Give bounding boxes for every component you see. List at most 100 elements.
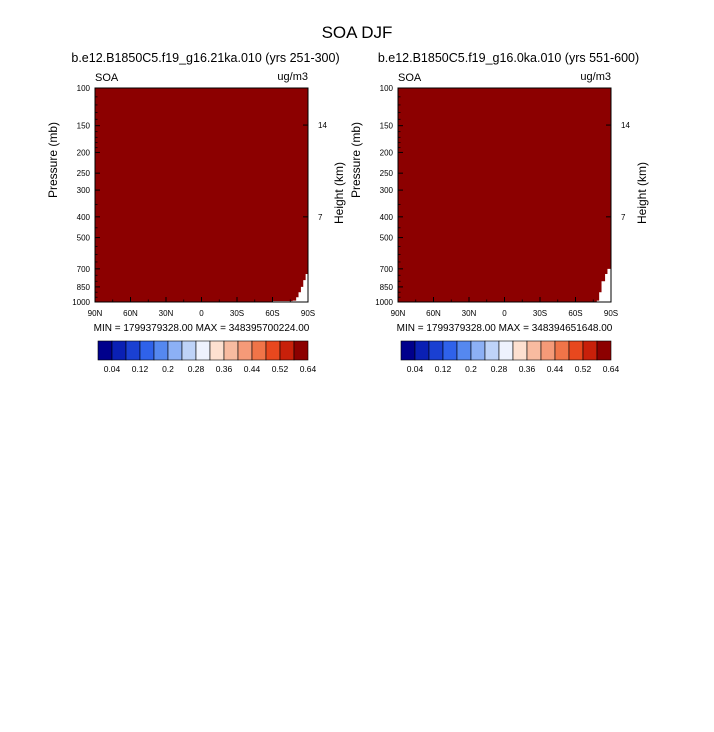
y-tick-label: 250 (380, 169, 394, 178)
colorbar-swatch (400, 340, 416, 361)
colorbar-swatch (167, 340, 183, 361)
chart-panel-2: b.e12.B1850C5.f19_g16.0ka.010 (yrs 551-6… (349, 51, 649, 374)
colorbar-label: 0.04 (407, 364, 424, 374)
y-tick-label: 700 (77, 265, 91, 274)
panels: b.e12.B1850C5.f19_g16.21ka.010 (yrs 251-… (46, 51, 649, 374)
x-tick-label: 60N (426, 309, 441, 318)
x-tick-label: 90S (604, 309, 618, 318)
colorbar-swatch (428, 340, 444, 361)
height-tick-label: 7 (621, 213, 626, 222)
x-tick-label: 60S (265, 309, 279, 318)
height-tick-label: 14 (621, 121, 630, 130)
height-tick-label: 14 (318, 121, 327, 130)
colorbar-label: 0.64 (603, 364, 620, 374)
colorbar-label: 0.52 (575, 364, 592, 374)
colorbar-swatch (181, 340, 197, 361)
y-tick-label: 200 (380, 148, 394, 157)
colorbar-swatch (111, 340, 127, 361)
units-label: ug/m3 (277, 71, 308, 83)
colorbar-swatch (512, 340, 528, 361)
y-tick-label: 500 (380, 234, 394, 243)
x-tick-label: 0 (199, 309, 204, 318)
x-tick-label: 90S (301, 309, 315, 318)
colorbar-swatch (223, 340, 239, 361)
masked-region (272, 268, 308, 302)
colorbar-swatch (414, 340, 430, 361)
y-tick-label: 100 (77, 84, 91, 93)
colorbar-label: 0.28 (188, 364, 205, 374)
colorbar-label: 0.04 (104, 364, 121, 374)
colorbar-label: 0.12 (132, 364, 149, 374)
y-tick-label: 400 (77, 213, 91, 222)
y-tick-label: 250 (77, 169, 91, 178)
colorbar-label: 0.44 (547, 364, 564, 374)
x-tick-label: 30S (230, 309, 244, 318)
colorbar-swatch (97, 340, 113, 361)
colorbar-swatch (265, 340, 281, 361)
x-tick-label: 30N (159, 309, 174, 318)
colorbar-swatch (540, 340, 556, 361)
colorbar-label: 0.36 (216, 364, 233, 374)
colorbar-swatch (596, 340, 612, 361)
colorbar-swatch (582, 340, 598, 361)
y-tick-label: 300 (380, 186, 394, 195)
y-tick-label: 1000 (72, 298, 90, 307)
x-tick-label: 0 (502, 309, 507, 318)
colorbar-swatch (293, 340, 309, 361)
colorbar-label: 0.12 (435, 364, 452, 374)
colorbar-swatch (456, 340, 472, 361)
y-tick-label: 150 (77, 122, 91, 131)
y-axis-label: Pressure (mb) (349, 122, 363, 198)
x-tick-label: 60S (568, 309, 582, 318)
chart-panel-1: b.e12.B1850C5.f19_g16.21ka.010 (yrs 251-… (46, 51, 346, 374)
variable-label: SOA (398, 72, 422, 84)
colorbar-swatch (209, 340, 225, 361)
y-tick-label: 400 (380, 213, 394, 222)
chart-title: b.e12.B1850C5.f19_g16.0ka.010 (yrs 551-6… (378, 51, 639, 65)
colorbar: 0.04 0.12 0.2 0.28 0.36 0.44 0.52 0.64 (400, 340, 620, 374)
colorbar-swatch (526, 340, 542, 361)
x-tick-label: 30S (533, 309, 547, 318)
colorbar-swatch (568, 340, 584, 361)
colorbar-swatch (498, 340, 514, 361)
colorbar-label: 0.2 (465, 364, 477, 374)
y-tick-label: 200 (77, 148, 91, 157)
x-tick-label: 90N (391, 309, 406, 318)
x-tick-label: 30N (462, 309, 477, 318)
min-max-stats: MIN = 1799379328.00 MAX = 348394651648.0… (397, 323, 613, 334)
height-tick-label: 7 (318, 213, 323, 222)
y-tick-label: 850 (380, 283, 394, 292)
field-fill (95, 88, 308, 302)
colorbar-label: 0.44 (244, 364, 261, 374)
x-tick-label: 90N (88, 309, 103, 318)
y-tick-label: 300 (77, 186, 91, 195)
min-max-stats: MIN = 1799379328.00 MAX = 348395700224.0… (94, 323, 310, 334)
colorbar-swatch (442, 340, 458, 361)
units-label: ug/m3 (580, 71, 611, 83)
colorbar-swatch (251, 340, 267, 361)
y-axis-label: Pressure (mb) (46, 122, 60, 198)
y-tick-label: 150 (380, 122, 394, 131)
colorbar-swatch (237, 340, 253, 361)
y-tick-label: 1000 (375, 298, 393, 307)
y-tick-label: 850 (77, 283, 91, 292)
chart-title: b.e12.B1850C5.f19_g16.21ka.010 (yrs 251-… (71, 51, 339, 65)
colorbar-swatch (470, 340, 486, 361)
x-tick-label: 60N (123, 309, 138, 318)
colorbar-label: 0.64 (300, 364, 317, 374)
colorbar-swatch (139, 340, 155, 361)
colorbar-swatch (125, 340, 141, 361)
colorbar-label: 0.52 (272, 364, 289, 374)
y-tick-label: 700 (380, 265, 394, 274)
colorbar: 0.04 0.12 0.2 0.28 0.36 0.44 0.52 0.64 (97, 340, 317, 374)
field-fill (398, 88, 611, 302)
variable-label: SOA (95, 72, 119, 84)
masked-region (569, 268, 611, 302)
colorbar-label: 0.28 (491, 364, 508, 374)
y-tick-label: 100 (380, 84, 394, 93)
colorbar-label: 0.36 (519, 364, 536, 374)
colorbar-swatch (484, 340, 500, 361)
colorbar-label: 0.2 (162, 364, 174, 374)
colorbar-swatch (279, 340, 295, 361)
